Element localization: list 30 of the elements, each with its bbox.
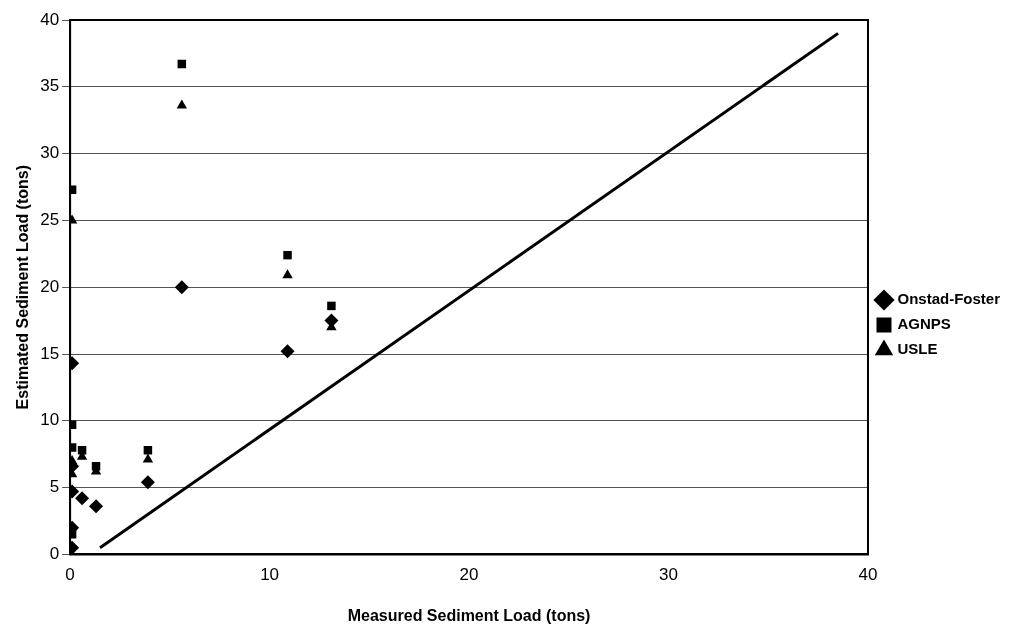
point (324, 313, 339, 328)
y-tick-label: 30 (40, 143, 60, 163)
point (282, 269, 293, 279)
point (142, 453, 154, 463)
point (176, 99, 188, 109)
y-tick-label: 10 (40, 410, 60, 430)
x-tick-label: 40 (858, 565, 878, 585)
x-tick-label: 10 (260, 565, 280, 585)
x-axis-title: Measured Sediment Load (tons) (347, 606, 591, 624)
y-tick-label: 40 (40, 9, 60, 29)
y-tick-label: 35 (40, 76, 60, 96)
point (283, 250, 292, 260)
y-tick-label: 25 (40, 210, 60, 230)
legend-label: USLE (897, 340, 938, 358)
y-tick-label: 15 (40, 343, 60, 363)
point (327, 301, 336, 311)
x-tick-label: 0 (65, 565, 75, 585)
legend-label: Onstad-Foster (897, 290, 1001, 308)
point (140, 475, 155, 490)
y-axis-title: Estimated Sediment Load (tons) (14, 164, 32, 410)
point (174, 280, 189, 295)
y-tick-label: 20 (40, 276, 60, 296)
y-tick-label: 0 (49, 544, 60, 564)
x-tick-label: 30 (659, 565, 678, 585)
point (75, 491, 90, 506)
point (89, 499, 104, 514)
legend-label: AGNPS (897, 315, 951, 333)
point (280, 344, 295, 359)
y-tick-label: 5 (49, 477, 60, 497)
x-tick-label: 20 (459, 565, 479, 585)
